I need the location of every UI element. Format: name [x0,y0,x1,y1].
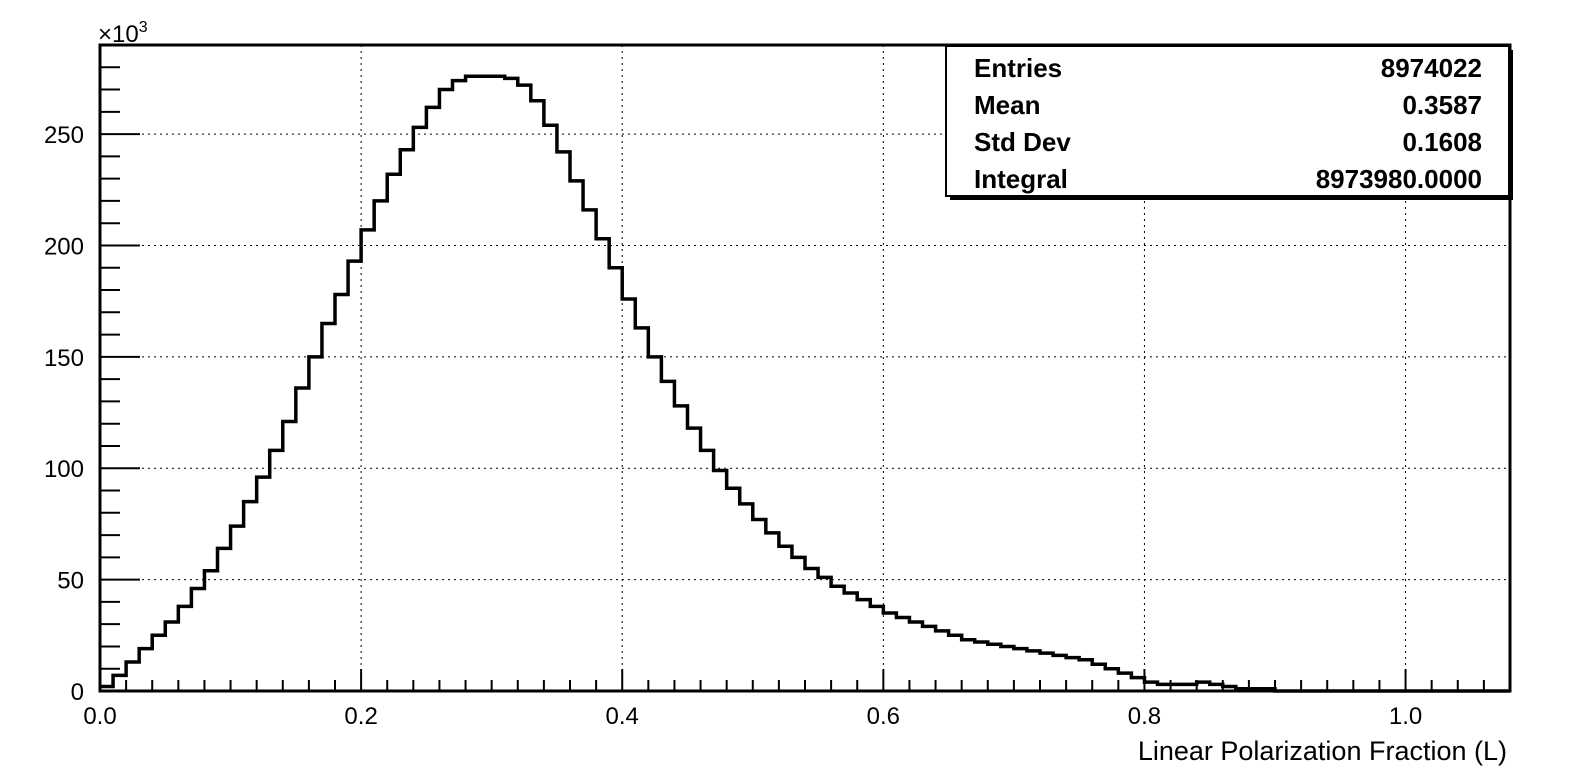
stats-value: 8973980.0000 [1316,164,1482,194]
y-tick-label: 200 [44,233,84,260]
histogram-series [100,74,1510,693]
stats-label: Entries [974,53,1062,83]
y-tick-label: 50 [57,568,84,595]
stats-box-panel [945,45,1510,197]
y-tick-label: 250 [44,122,84,149]
tick-labels: 0.0 0.2 0.4 0.6 0.8 1.0 0 50 100 150 200 250 [44,122,1422,730]
x-tick-label: 0.8 [1128,703,1161,730]
stats-rows: Entries 8974022 Mean 0.3587 Std Dev 0.1608 Int… [974,53,1482,194]
x-tick-label: 0.4 [606,703,639,730]
y-tick-label: 100 [44,456,84,483]
x-axis-title: Linear Polarization Fraction (L) [1138,736,1507,766]
stats-value: 0.3587 [1402,90,1482,120]
y-tick-label: 0 [71,679,84,706]
stats-label: Integral [974,164,1068,194]
x-tick-label: 0.2 [344,703,377,730]
x-tick-label: 0.0 [83,703,116,730]
histogram-outline [100,74,1510,693]
stats-label: Std Dev [974,127,1071,157]
stats-box: Entries 8974022 Mean 0.3587 Std Dev 0.1608 Int… [945,45,1513,200]
y-tick-label: 150 [44,345,84,372]
axis-ticks [99,66,1485,692]
x-tick-label: 0.6 [867,703,900,730]
grid-lines [100,45,1510,691]
stats-label: Mean [974,90,1040,120]
y-scale-exponent: 3 [139,19,148,36]
stats-value: 8974022 [1381,53,1482,83]
x-tick-label: 1.0 [1389,703,1422,730]
stats-value: 0.1608 [1402,127,1482,157]
y-scale-factor: ×103 [98,19,148,48]
